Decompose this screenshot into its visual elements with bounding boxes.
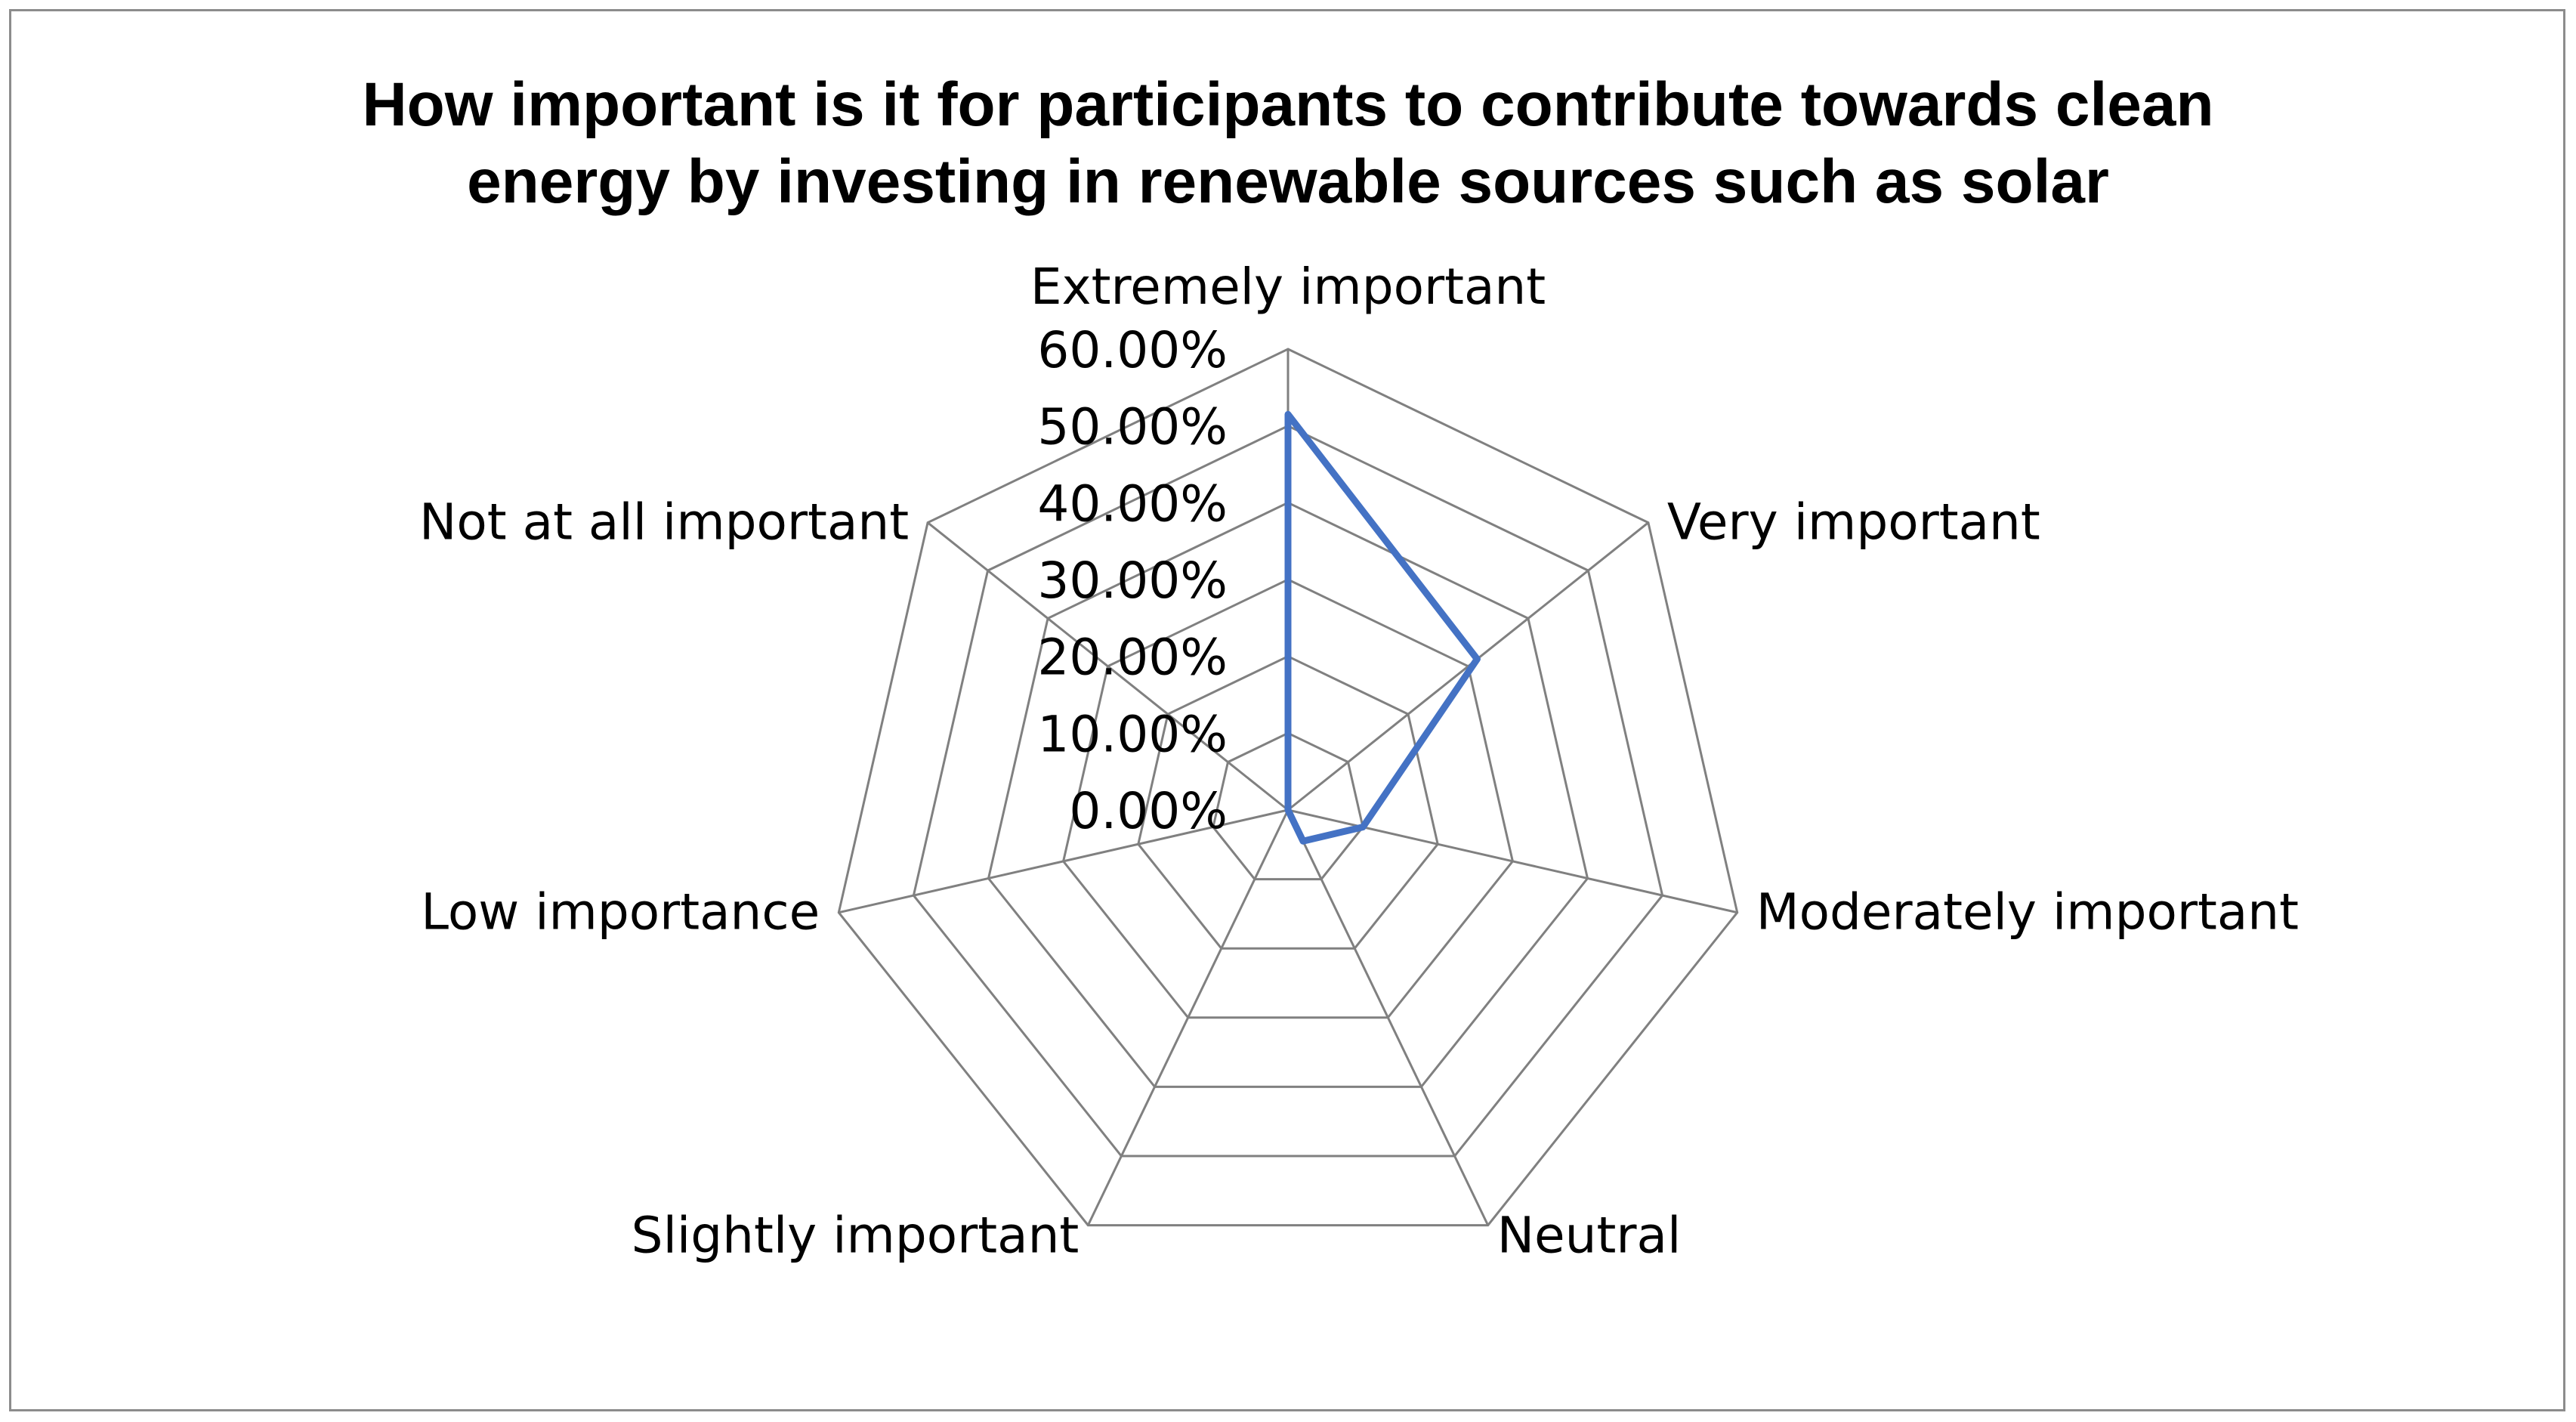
grid-spoke-3	[1286, 809, 1490, 1226]
category-label-1: Very important	[1667, 493, 2040, 552]
category-label-5: Low importance	[421, 883, 820, 941]
series-line-0	[1284, 410, 1481, 845]
grid-ring-5	[912, 425, 1664, 1158]
category-label-6: Not at all important	[419, 493, 909, 552]
category-label-3: Neutral	[1497, 1207, 1682, 1265]
grid-ring-3	[1061, 578, 1515, 1019]
tick-label-4: 40.00%	[1037, 475, 1228, 533]
grid-ring-1	[1212, 731, 1364, 881]
category-label-4: Slightly important	[632, 1207, 1080, 1265]
chart-title-line-2: energy by investing in renewable sources…	[467, 147, 2109, 216]
category-label-2: Moderately important	[1756, 883, 2299, 941]
tick-label-0: 0.00%	[1069, 782, 1228, 840]
radial-tick-labels: 0.00% 10.00% 20.00% 30.00% 40.00% 50.00% 60.00…	[1037, 321, 1228, 840]
grid-ring-6	[837, 348, 1739, 1227]
tick-label-1: 10.00%	[1037, 705, 1228, 763]
chart-title: How important is it for participants to …	[0, 66, 2576, 221]
tick-label-6: 60.00%	[1037, 321, 1228, 379]
grid-spoke-5	[838, 808, 1289, 914]
grid-spoke-4	[1086, 809, 1290, 1226]
chart-title-line-1: How important is it for participants to …	[362, 70, 2214, 139]
grid-spoke-6	[927, 521, 1289, 811]
tick-label-3: 30.00%	[1037, 552, 1228, 610]
grid-ring-4	[987, 501, 1589, 1088]
grid-ring-2	[1137, 655, 1439, 950]
tick-label-2: 20.00%	[1037, 629, 1228, 687]
radar-series	[1284, 410, 1481, 845]
radar-grid	[837, 348, 1739, 1227]
grid-spoke-1	[1287, 521, 1649, 811]
tick-label-5: 50.00%	[1037, 398, 1228, 456]
category-labels: Extremely important Very important Moderat…	[419, 258, 2299, 1265]
category-label-0: Extremely important	[1030, 258, 1546, 316]
